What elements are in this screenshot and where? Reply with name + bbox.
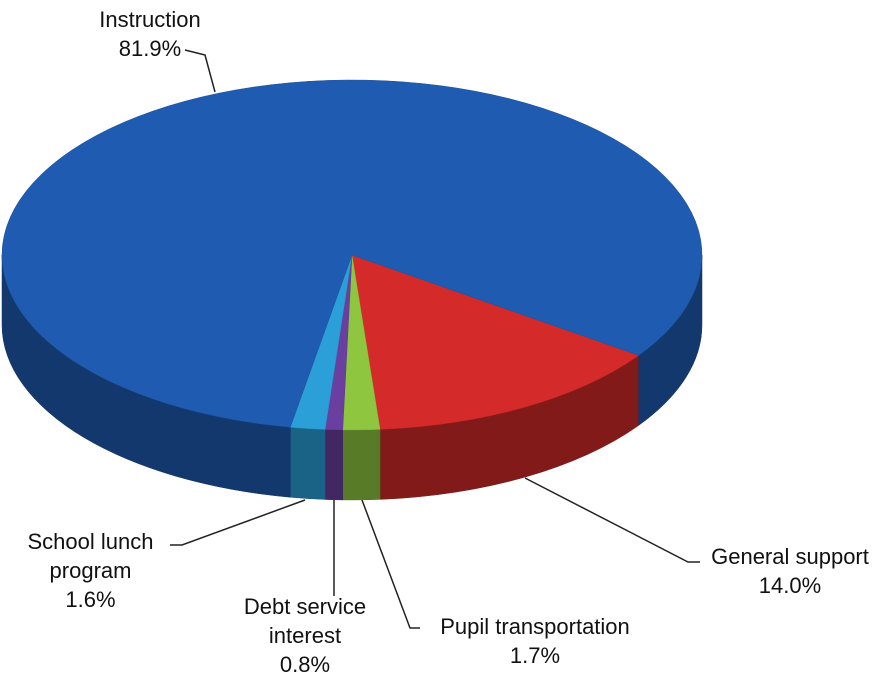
slice-label: Pupil transportation 1.7% (420, 612, 650, 670)
pie-slice (351, 254, 640, 430)
slice-side (290, 426, 326, 500)
slice-side (324, 429, 343, 501)
slice-side (342, 429, 381, 501)
leader-line (524, 477, 700, 563)
leader-line (170, 499, 306, 546)
slice-name: General support (711, 544, 869, 569)
slice-name: Debt service interest (243, 594, 367, 648)
slice-value: 1.7% (509, 643, 561, 668)
slice-name: School lunch program (27, 529, 154, 583)
leader-line (361, 499, 420, 629)
slice-value: 14.0% (758, 573, 822, 598)
slice-label: General support 14.0% (690, 542, 890, 600)
slice-label: School lunch program 1.6% (8, 527, 173, 614)
slice-name: Instruction (99, 7, 201, 32)
slice-name: Pupil transportation (440, 614, 630, 639)
slice-label: Instruction 81.9% (70, 5, 230, 63)
slice-value: 1.6% (65, 587, 116, 612)
slice-value: 81.9% (118, 36, 182, 61)
slice-label: Debt service interest 0.8% (225, 592, 385, 679)
pie-tops (1, 79, 703, 431)
leader-line (184, 49, 216, 93)
pie-slice (1, 79, 703, 428)
pie-sides (1, 254, 703, 501)
slice-value: 0.8% (279, 652, 331, 677)
